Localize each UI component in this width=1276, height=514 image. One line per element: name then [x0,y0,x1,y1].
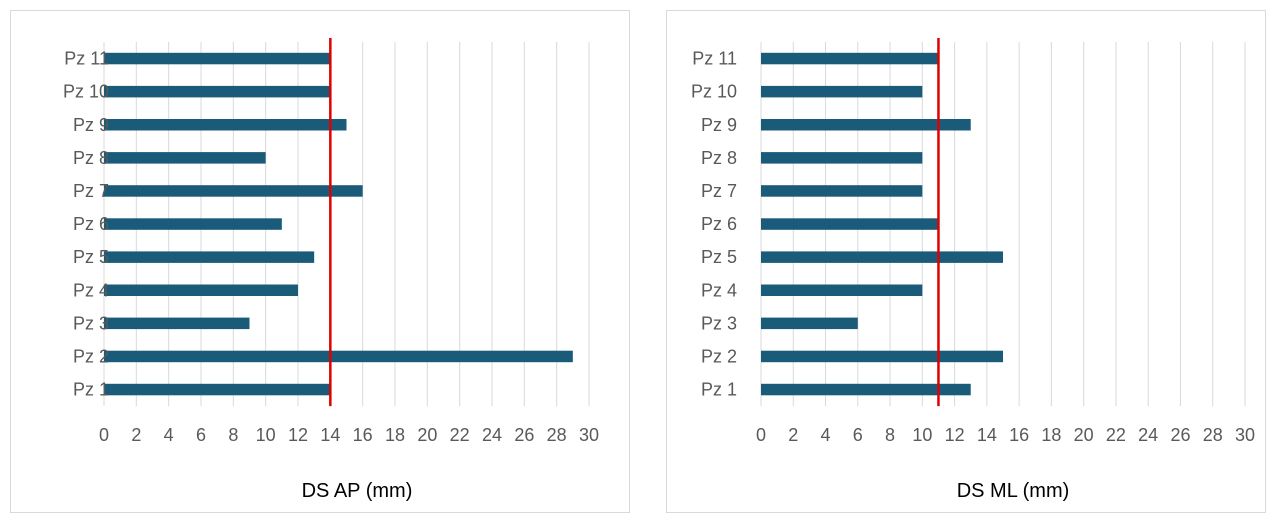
x-axis-title: DS ML (mm) [957,480,1070,502]
category-tick-label: Pz 4 [73,280,109,300]
bar [104,119,347,131]
category-tick-label: Pz 6 [73,214,109,234]
x-tick-label: 30 [579,425,599,445]
category-tick-label: Pz 11 [64,49,109,69]
category-tick-label: Pz 5 [701,247,737,267]
category-tick-label: Pz 8 [701,148,737,168]
bar [104,317,250,330]
bar [761,383,971,396]
x-tick-label: 24 [482,425,502,445]
x-tick-label: 28 [1203,425,1223,445]
x-tick-label: 0 [756,425,766,445]
category-tick-label: Pz 5 [73,247,109,267]
chart-panel-ds-ml: Pz 1 Pz 2 Pz 3 Pz 4 Pz 5 Pz 6 Pz 7 Pz 8 Pz 9 Pz 1… [666,10,1266,513]
x-axis-title: DS AP (mm) [302,480,413,502]
category-tick-label: Pz 2 [73,346,109,366]
x-tick-label: 10 [256,425,276,445]
x-tick-label: 16 [353,425,373,445]
category-tick-label: Pz 1 [701,380,737,400]
bar [761,152,923,164]
bar [761,218,939,230]
bar [761,119,971,131]
category-tick-label: Pz 9 [73,115,109,135]
category-tick-label: Pz 4 [701,280,737,300]
x-tick-label: 14 [320,425,340,445]
category-tick-label: Pz 2 [701,346,737,366]
x-tick-label: 24 [1138,425,1158,445]
x-tick-label: 10 [912,425,932,445]
bar [761,85,923,98]
x-tick-label: 18 [385,425,405,445]
bar [104,350,573,363]
category-tick-label: Pz 7 [701,181,737,201]
x-tick-label: 4 [164,425,174,445]
category-tick-label: Pz 6 [701,214,737,234]
x-tick-label: 20 [417,425,437,445]
bar [104,383,331,396]
x-tick-label: 30 [1235,425,1255,445]
category-tick-label: Pz 1 [73,380,109,400]
bar [104,152,266,164]
category-tick-label: Pz 3 [701,313,737,333]
bar [104,284,298,296]
x-tick-label: 26 [514,425,534,445]
chart-ds-ml: Pz 1 Pz 2 Pz 3 Pz 4 Pz 5 Pz 6 Pz 7 Pz 8 Pz 9 Pz 1… [691,38,1255,502]
category-tick-label: Pz 3 [73,313,109,333]
x-tick-label: 12 [288,425,308,445]
x-tick-label: 8 [885,425,895,445]
bar [104,185,363,197]
x-tick-label: 22 [1106,425,1126,445]
x-tick-label: 16 [1009,425,1029,445]
x-tick-label: 18 [1041,425,1061,445]
x-tick-label: 20 [1074,425,1094,445]
bar [761,350,1003,363]
chart-ds-ap: Pz 1 Pz 2 Pz 3 Pz 4 Pz 5 Pz 6 Pz 7 Pz 8 Pz 9 Pz 1… [63,38,599,502]
x-tick-label: 4 [821,425,831,445]
bar [104,218,282,230]
category-tick-label: Pz 11 [692,49,737,69]
x-tick-label: 2 [131,425,141,445]
x-tick-label: 6 [853,425,863,445]
category-tick-label: Pz 9 [701,115,737,135]
x-tick-label: 8 [228,425,238,445]
bar [104,85,331,98]
x-tick-label: 26 [1170,425,1190,445]
bar [761,52,939,65]
category-tick-label: Pz 8 [73,148,109,168]
x-tick-label: 0 [99,425,109,445]
bar [761,284,923,296]
category-tick-label: Pz 7 [73,181,109,201]
x-tick-label: 6 [196,425,206,445]
chart-panel-ds-ap: Pz 1 Pz 2 Pz 3 Pz 4 Pz 5 Pz 6 Pz 7 Pz 8 Pz 9 Pz 1… [10,10,630,513]
x-tick-label: 22 [450,425,470,445]
category-tick-label: Pz 10 [63,82,109,102]
bar [104,251,315,263]
x-tick-label: 14 [977,425,997,445]
x-tick-label: 28 [547,425,567,445]
x-tick-label: 12 [945,425,965,445]
bar [761,317,858,330]
bar [104,52,331,65]
category-tick-label: Pz 10 [691,82,737,102]
bar [761,251,1003,263]
bar [761,185,923,197]
x-tick-label: 2 [788,425,798,445]
